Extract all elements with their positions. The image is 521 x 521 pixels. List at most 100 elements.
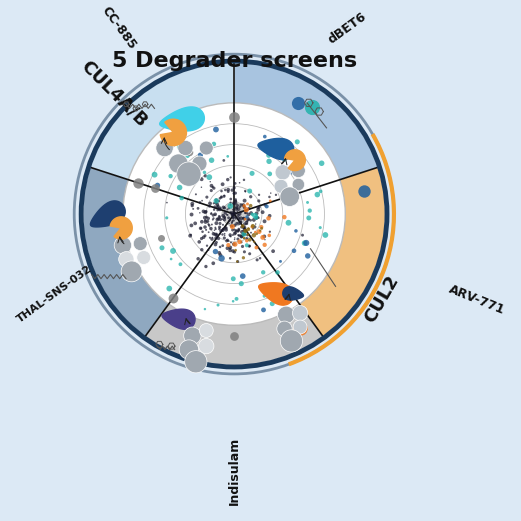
Point [219, 226, 227, 234]
Point [313, 190, 321, 199]
Point [242, 220, 250, 229]
Point [231, 221, 239, 229]
Circle shape [291, 164, 305, 178]
Polygon shape [283, 287, 303, 300]
Point [186, 231, 194, 240]
Circle shape [275, 165, 290, 180]
Point [226, 254, 234, 263]
Point [248, 222, 256, 231]
Point [165, 284, 173, 293]
Point [245, 187, 254, 195]
Point [219, 212, 227, 220]
Point [241, 188, 250, 196]
Polygon shape [91, 201, 125, 227]
Point [224, 205, 232, 214]
Point [216, 215, 225, 224]
Circle shape [185, 351, 207, 373]
Point [259, 268, 267, 277]
Point [219, 220, 227, 229]
Point [231, 229, 240, 237]
Point [233, 207, 242, 216]
Point [183, 152, 192, 160]
Circle shape [222, 202, 246, 226]
Point [239, 222, 247, 230]
Point [224, 152, 232, 160]
Point [220, 156, 228, 165]
Text: dBET6: dBET6 [326, 10, 369, 47]
Circle shape [178, 140, 193, 156]
Point [253, 209, 261, 217]
Point [153, 181, 162, 190]
Point [234, 211, 242, 219]
Point [240, 203, 249, 212]
Point [252, 215, 260, 223]
Point [207, 156, 216, 165]
Point [238, 242, 246, 251]
Circle shape [280, 187, 300, 206]
Point [201, 216, 209, 225]
Point [252, 243, 260, 252]
Point [222, 210, 231, 219]
Point [240, 230, 248, 238]
Point [224, 176, 232, 184]
Point [265, 193, 274, 201]
Point [224, 211, 232, 219]
Point [134, 179, 142, 187]
Point [246, 193, 255, 201]
Point [231, 240, 239, 249]
Point [237, 279, 245, 288]
Point [242, 234, 251, 243]
Point [250, 216, 258, 224]
Point [226, 202, 234, 210]
Point [245, 242, 254, 250]
Point [228, 210, 237, 219]
Point [211, 210, 219, 219]
Point [185, 148, 193, 156]
Polygon shape [110, 217, 132, 239]
Point [240, 176, 248, 184]
Point [197, 224, 205, 232]
Point [233, 257, 242, 266]
Point [243, 200, 252, 208]
Point [191, 219, 200, 228]
Point [360, 187, 368, 195]
Point [208, 233, 217, 242]
Point [255, 197, 263, 205]
Point [251, 212, 259, 220]
Point [212, 219, 220, 227]
Wedge shape [90, 63, 234, 214]
Point [216, 194, 224, 203]
Point [202, 207, 210, 216]
Polygon shape [162, 309, 195, 329]
Point [254, 206, 263, 214]
Circle shape [121, 261, 142, 282]
Point [217, 227, 225, 235]
Point [321, 231, 330, 239]
Circle shape [133, 237, 147, 251]
Point [240, 234, 249, 242]
Point [288, 168, 296, 176]
Point [246, 202, 255, 210]
Point [231, 227, 240, 235]
Point [237, 218, 245, 227]
Point [243, 217, 252, 226]
Circle shape [292, 178, 305, 191]
Point [226, 244, 234, 253]
Point [231, 197, 240, 205]
Point [228, 222, 237, 231]
Point [247, 209, 255, 217]
Point [244, 230, 252, 239]
Point [231, 195, 240, 204]
Point [240, 215, 248, 223]
Point [232, 200, 240, 208]
Point [225, 217, 233, 226]
Point [232, 203, 241, 212]
Point [292, 227, 300, 235]
Point [240, 230, 249, 238]
Point [227, 208, 235, 217]
Point [200, 233, 208, 241]
Point [151, 170, 159, 179]
Point [239, 272, 247, 280]
Point [244, 216, 253, 224]
Point [218, 215, 227, 224]
